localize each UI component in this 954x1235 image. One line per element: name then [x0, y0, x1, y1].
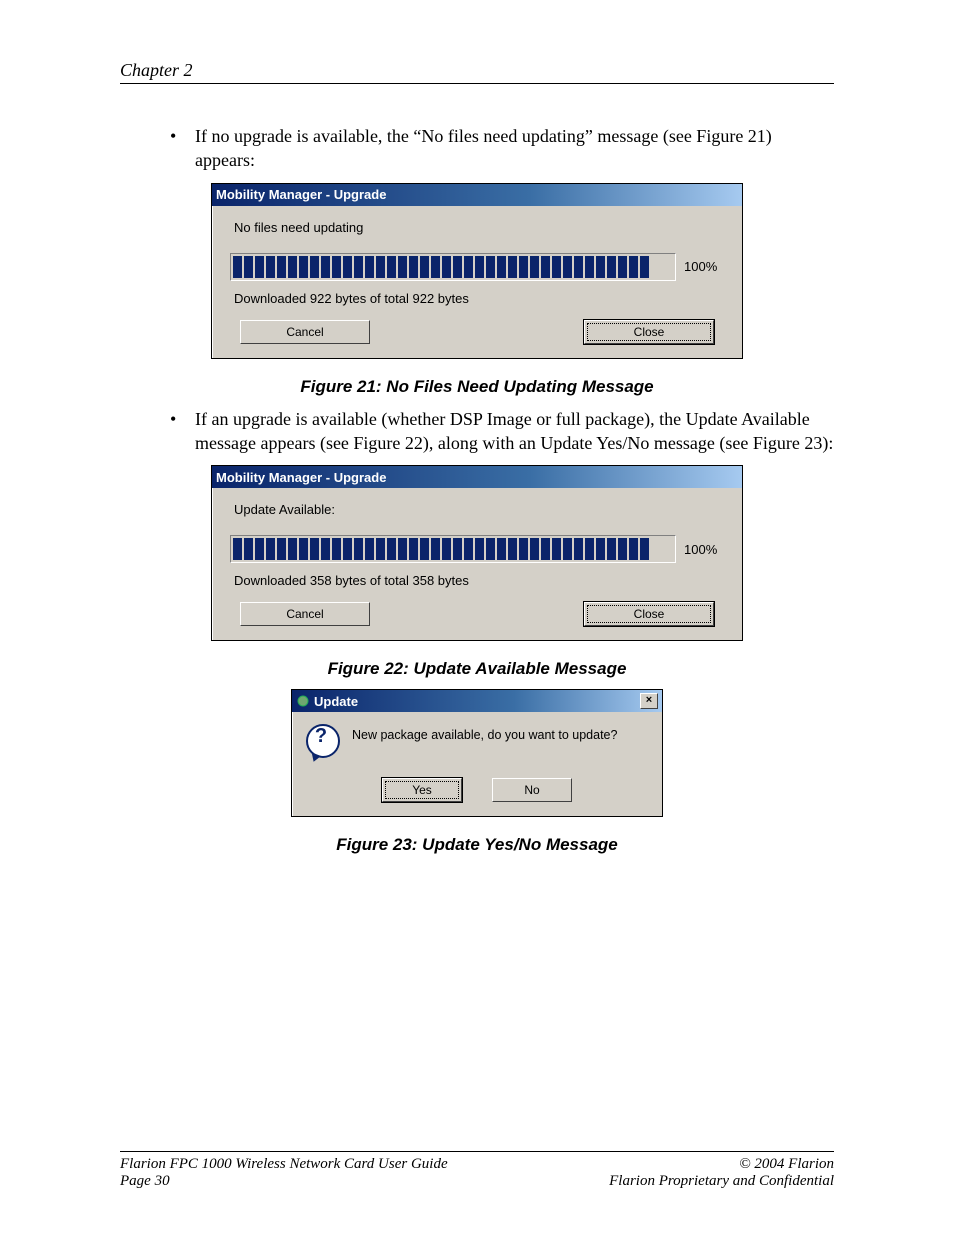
footer-page: Page 30	[120, 1173, 170, 1190]
close-icon[interactable]: ×	[640, 693, 658, 709]
page-header: Chapter 2	[120, 60, 834, 84]
progress-bar	[230, 535, 676, 563]
cancel-button[interactable]: Cancel	[240, 602, 370, 626]
figure-caption-22: Figure 22: Update Available Message	[120, 659, 834, 679]
footer-confidential: Flarion Proprietary and Confidential	[609, 1173, 834, 1190]
bullet-item: • If no upgrade is available, the “No fi…	[170, 124, 834, 173]
titlebar: Update ×	[292, 690, 662, 712]
figure-caption-23: Figure 23: Update Yes/No Message	[120, 835, 834, 855]
dialog-title: Mobility Manager - Upgrade	[216, 470, 386, 485]
bullet-text: If an upgrade is available (whether DSP …	[195, 407, 834, 456]
update-dialog-23: Update × ? New package available, do you…	[291, 689, 663, 817]
app-icon	[296, 694, 310, 708]
chapter-label: Chapter 2	[120, 60, 193, 80]
yes-button[interactable]: Yes	[382, 778, 462, 802]
question-icon: ?	[306, 724, 340, 758]
cancel-button[interactable]: Cancel	[240, 320, 370, 344]
upgrade-dialog-21: Mobility Manager - Upgrade No files need…	[211, 183, 743, 359]
close-button[interactable]: Close	[584, 602, 714, 626]
download-text: Downloaded 922 bytes of total 922 bytes	[234, 291, 724, 306]
bullet-item: • If an upgrade is available (whether DS…	[170, 407, 834, 456]
status-text: Update Available:	[234, 502, 724, 517]
figure-caption-21: Figure 21: No Files Need Updating Messag…	[120, 377, 834, 397]
footer-copyright: © 2004 Flarion	[739, 1156, 834, 1173]
update-message: New package available, do you want to up…	[352, 724, 617, 742]
titlebar: Mobility Manager - Upgrade	[212, 466, 742, 488]
bullet-dot: •	[170, 124, 195, 173]
progress-percent: 100%	[684, 259, 724, 274]
upgrade-dialog-22: Mobility Manager - Upgrade Update Availa…	[211, 465, 743, 641]
no-button[interactable]: No	[492, 778, 572, 802]
page-footer: Flarion FPC 1000 Wireless Network Card U…	[120, 1151, 834, 1190]
status-text: No files need updating	[234, 220, 724, 235]
bullet-text: If no upgrade is available, the “No file…	[195, 124, 834, 173]
download-text: Downloaded 358 bytes of total 358 bytes	[234, 573, 724, 588]
footer-guide: Flarion FPC 1000 Wireless Network Card U…	[120, 1156, 448, 1173]
dialog-title: Mobility Manager - Upgrade	[216, 187, 386, 202]
titlebar: Mobility Manager - Upgrade	[212, 184, 742, 206]
bullet-dot: •	[170, 407, 195, 456]
progress-bar	[230, 253, 676, 281]
progress-percent: 100%	[684, 542, 724, 557]
close-button[interactable]: Close	[584, 320, 714, 344]
dialog-title: Update	[314, 694, 358, 709]
